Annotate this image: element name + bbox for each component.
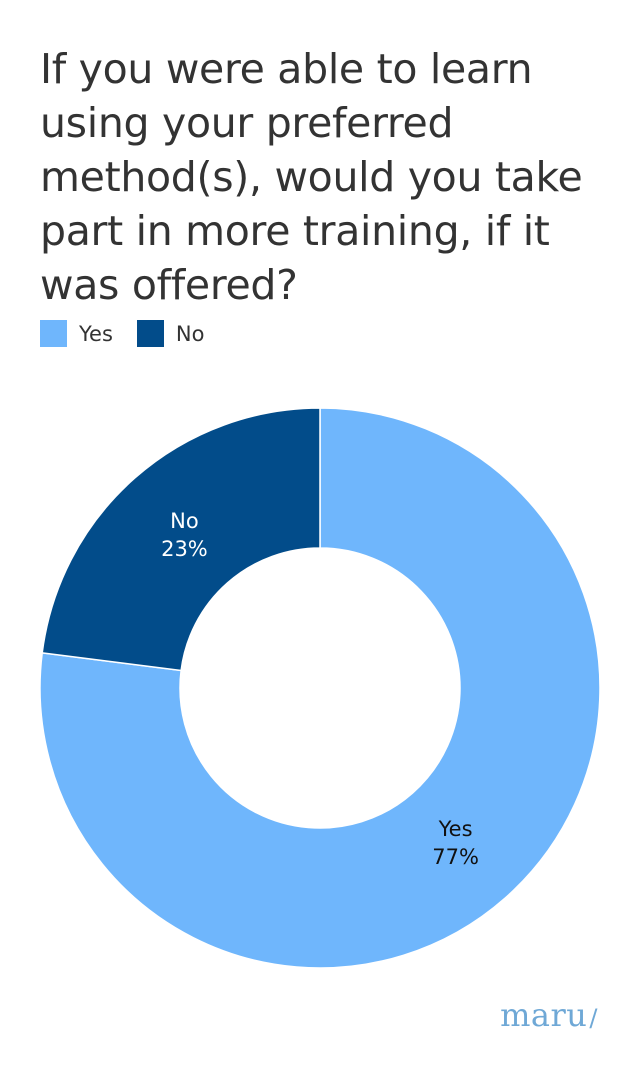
- donut-slice-yes[interactable]: [39, 407, 601, 969]
- maru-logo: maru/: [500, 996, 598, 1034]
- donut-chart: Yes 77% No 23%: [39, 407, 601, 969]
- legend-swatch-yes: [40, 320, 67, 347]
- donut-slice-no[interactable]: [41, 407, 321, 672]
- legend-item-yes[interactable]: Yes: [40, 320, 113, 347]
- donut-labels: Yes 77% No 23%: [161, 509, 479, 869]
- logo-slash: /: [589, 1004, 598, 1032]
- chart-legend: Yes No: [40, 320, 228, 347]
- legend-label-no: No: [175, 321, 205, 346]
- slice-category-label-no: No: [170, 509, 199, 533]
- donut-slices: [39, 407, 601, 969]
- logo-text: maru: [500, 996, 588, 1034]
- slice-category-label-yes: Yes: [438, 817, 473, 841]
- slice-value-label-yes: 77%: [432, 845, 479, 869]
- legend-item-no[interactable]: No: [136, 320, 205, 347]
- legend-swatch-no: [136, 320, 164, 347]
- chart-title: If you were able to learn using your pre…: [40, 45, 583, 309]
- slice-value-label-no: 23%: [161, 537, 208, 561]
- legend-label-yes: Yes: [79, 321, 113, 346]
